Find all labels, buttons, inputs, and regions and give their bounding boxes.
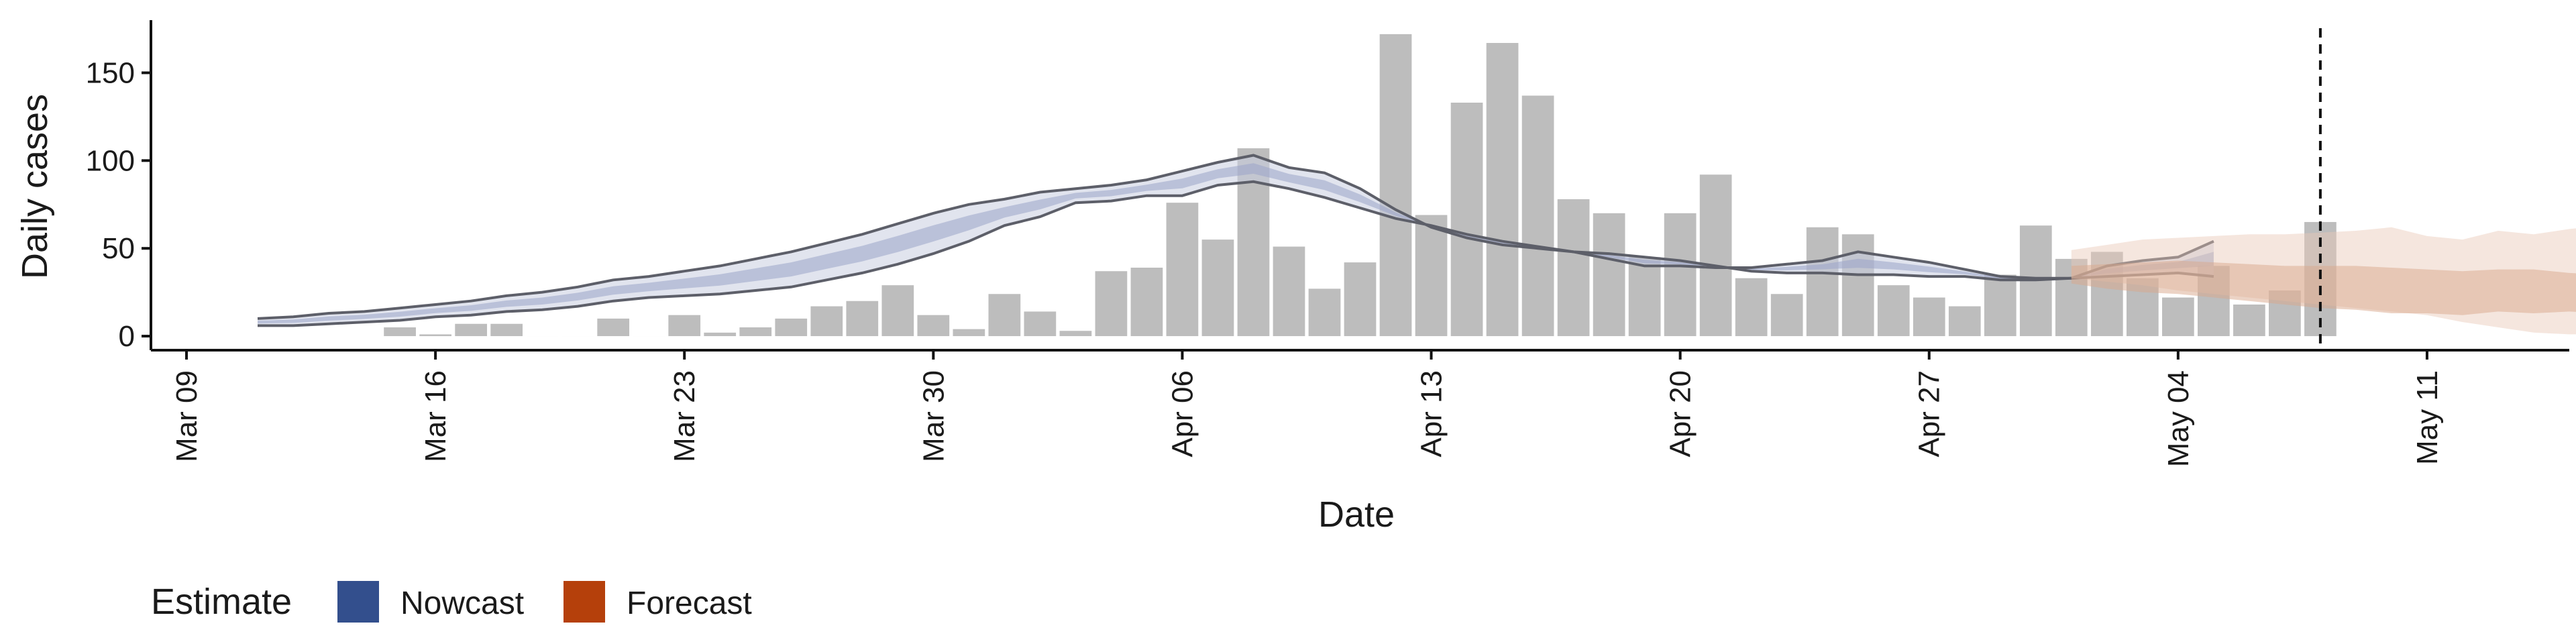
bar: [1273, 246, 1305, 337]
x-axis-title: Date: [1318, 494, 1395, 535]
bar: [1557, 199, 1590, 337]
x-tick-label: Mar 23: [668, 370, 701, 462]
bar: [1913, 297, 1945, 337]
bar: [1486, 43, 1519, 337]
bar: [1806, 227, 1839, 337]
y-axis-ticks: 0 50 100 150: [86, 57, 151, 353]
axes: [150, 20, 2569, 352]
legend-label-nowcast: Nowcast: [400, 586, 524, 621]
bar: [917, 315, 950, 337]
bar: [1699, 174, 1732, 337]
x-tick-label: Apr 20: [1664, 370, 1697, 458]
legend-swatch-nowcast: [337, 581, 379, 623]
bar: [419, 334, 451, 337]
bar: [455, 323, 487, 337]
bar: [490, 323, 523, 337]
bar: [1628, 257, 1661, 337]
nowcast-band-90: [258, 155, 2214, 326]
x-tick-label: Apr 06: [1166, 370, 1199, 458]
bar: [1059, 331, 1092, 337]
x-tick-label: May 11: [2411, 370, 2444, 465]
bar: [1664, 213, 1697, 337]
bar: [1877, 285, 1910, 337]
x-tick-label: Mar 30: [917, 370, 950, 462]
y-tick-label: 0: [119, 320, 135, 353]
bar: [1593, 213, 1625, 337]
bar: [1450, 103, 1483, 337]
bar: [846, 301, 879, 337]
x-tick-label: Apr 13: [1415, 370, 1448, 458]
y-tick-label: 150: [86, 57, 135, 90]
bar: [384, 327, 416, 337]
bar: [1344, 262, 1377, 337]
nowcast-series: [257, 154, 2214, 327]
bar: [597, 318, 630, 337]
bar: [775, 318, 808, 337]
bar: [1379, 34, 1412, 337]
bar: [953, 329, 985, 337]
bar: [1166, 203, 1199, 337]
x-axis-ticks: Mar 09 Mar 16 Mar 23 Mar 30 Apr 06 Apr 13 Apr …: [170, 350, 2444, 467]
x-tick-label: May 04: [2162, 370, 2195, 467]
y-tick-label: 100: [86, 144, 135, 177]
bar: [1735, 278, 1768, 337]
x-tick-label: Mar 16: [419, 370, 452, 462]
bar: [1841, 234, 1874, 337]
bar: [704, 332, 737, 337]
bar: [1201, 239, 1234, 337]
bar: [1948, 306, 1981, 337]
bar: [988, 294, 1021, 337]
x-tick-label: Mar 09: [170, 370, 203, 462]
forecast-band-50: [2071, 260, 2576, 315]
bar: [668, 315, 701, 337]
y-tick-label: 50: [102, 232, 135, 265]
legend-label-forecast: Forecast: [627, 586, 752, 621]
bar: [881, 285, 914, 337]
nowcast-upper-line: [257, 154, 2214, 320]
nowcast-lower-line: [258, 180, 2214, 327]
bar: [1984, 274, 2017, 337]
bar: [1095, 271, 1128, 337]
bar: [1415, 215, 1448, 337]
bar: [739, 327, 772, 337]
bar: [2233, 304, 2265, 337]
bar: [1308, 288, 1341, 337]
bar: [810, 306, 843, 337]
nowcast-band-50: [258, 163, 2214, 324]
y-axis-title: Daily cases: [15, 94, 55, 279]
forecast-series: [2071, 227, 2576, 335]
bar: [1521, 95, 1554, 337]
legend-title: Estimate: [151, 582, 292, 622]
bar: [1024, 311, 1057, 337]
bar: [2161, 297, 2194, 337]
legend-swatch-forecast: [564, 581, 605, 623]
bar: [1770, 294, 1803, 337]
x-tick-label: Apr 27: [1913, 370, 1946, 458]
legend: Estimate Nowcast Forecast: [151, 581, 752, 623]
bar: [1130, 268, 1163, 337]
